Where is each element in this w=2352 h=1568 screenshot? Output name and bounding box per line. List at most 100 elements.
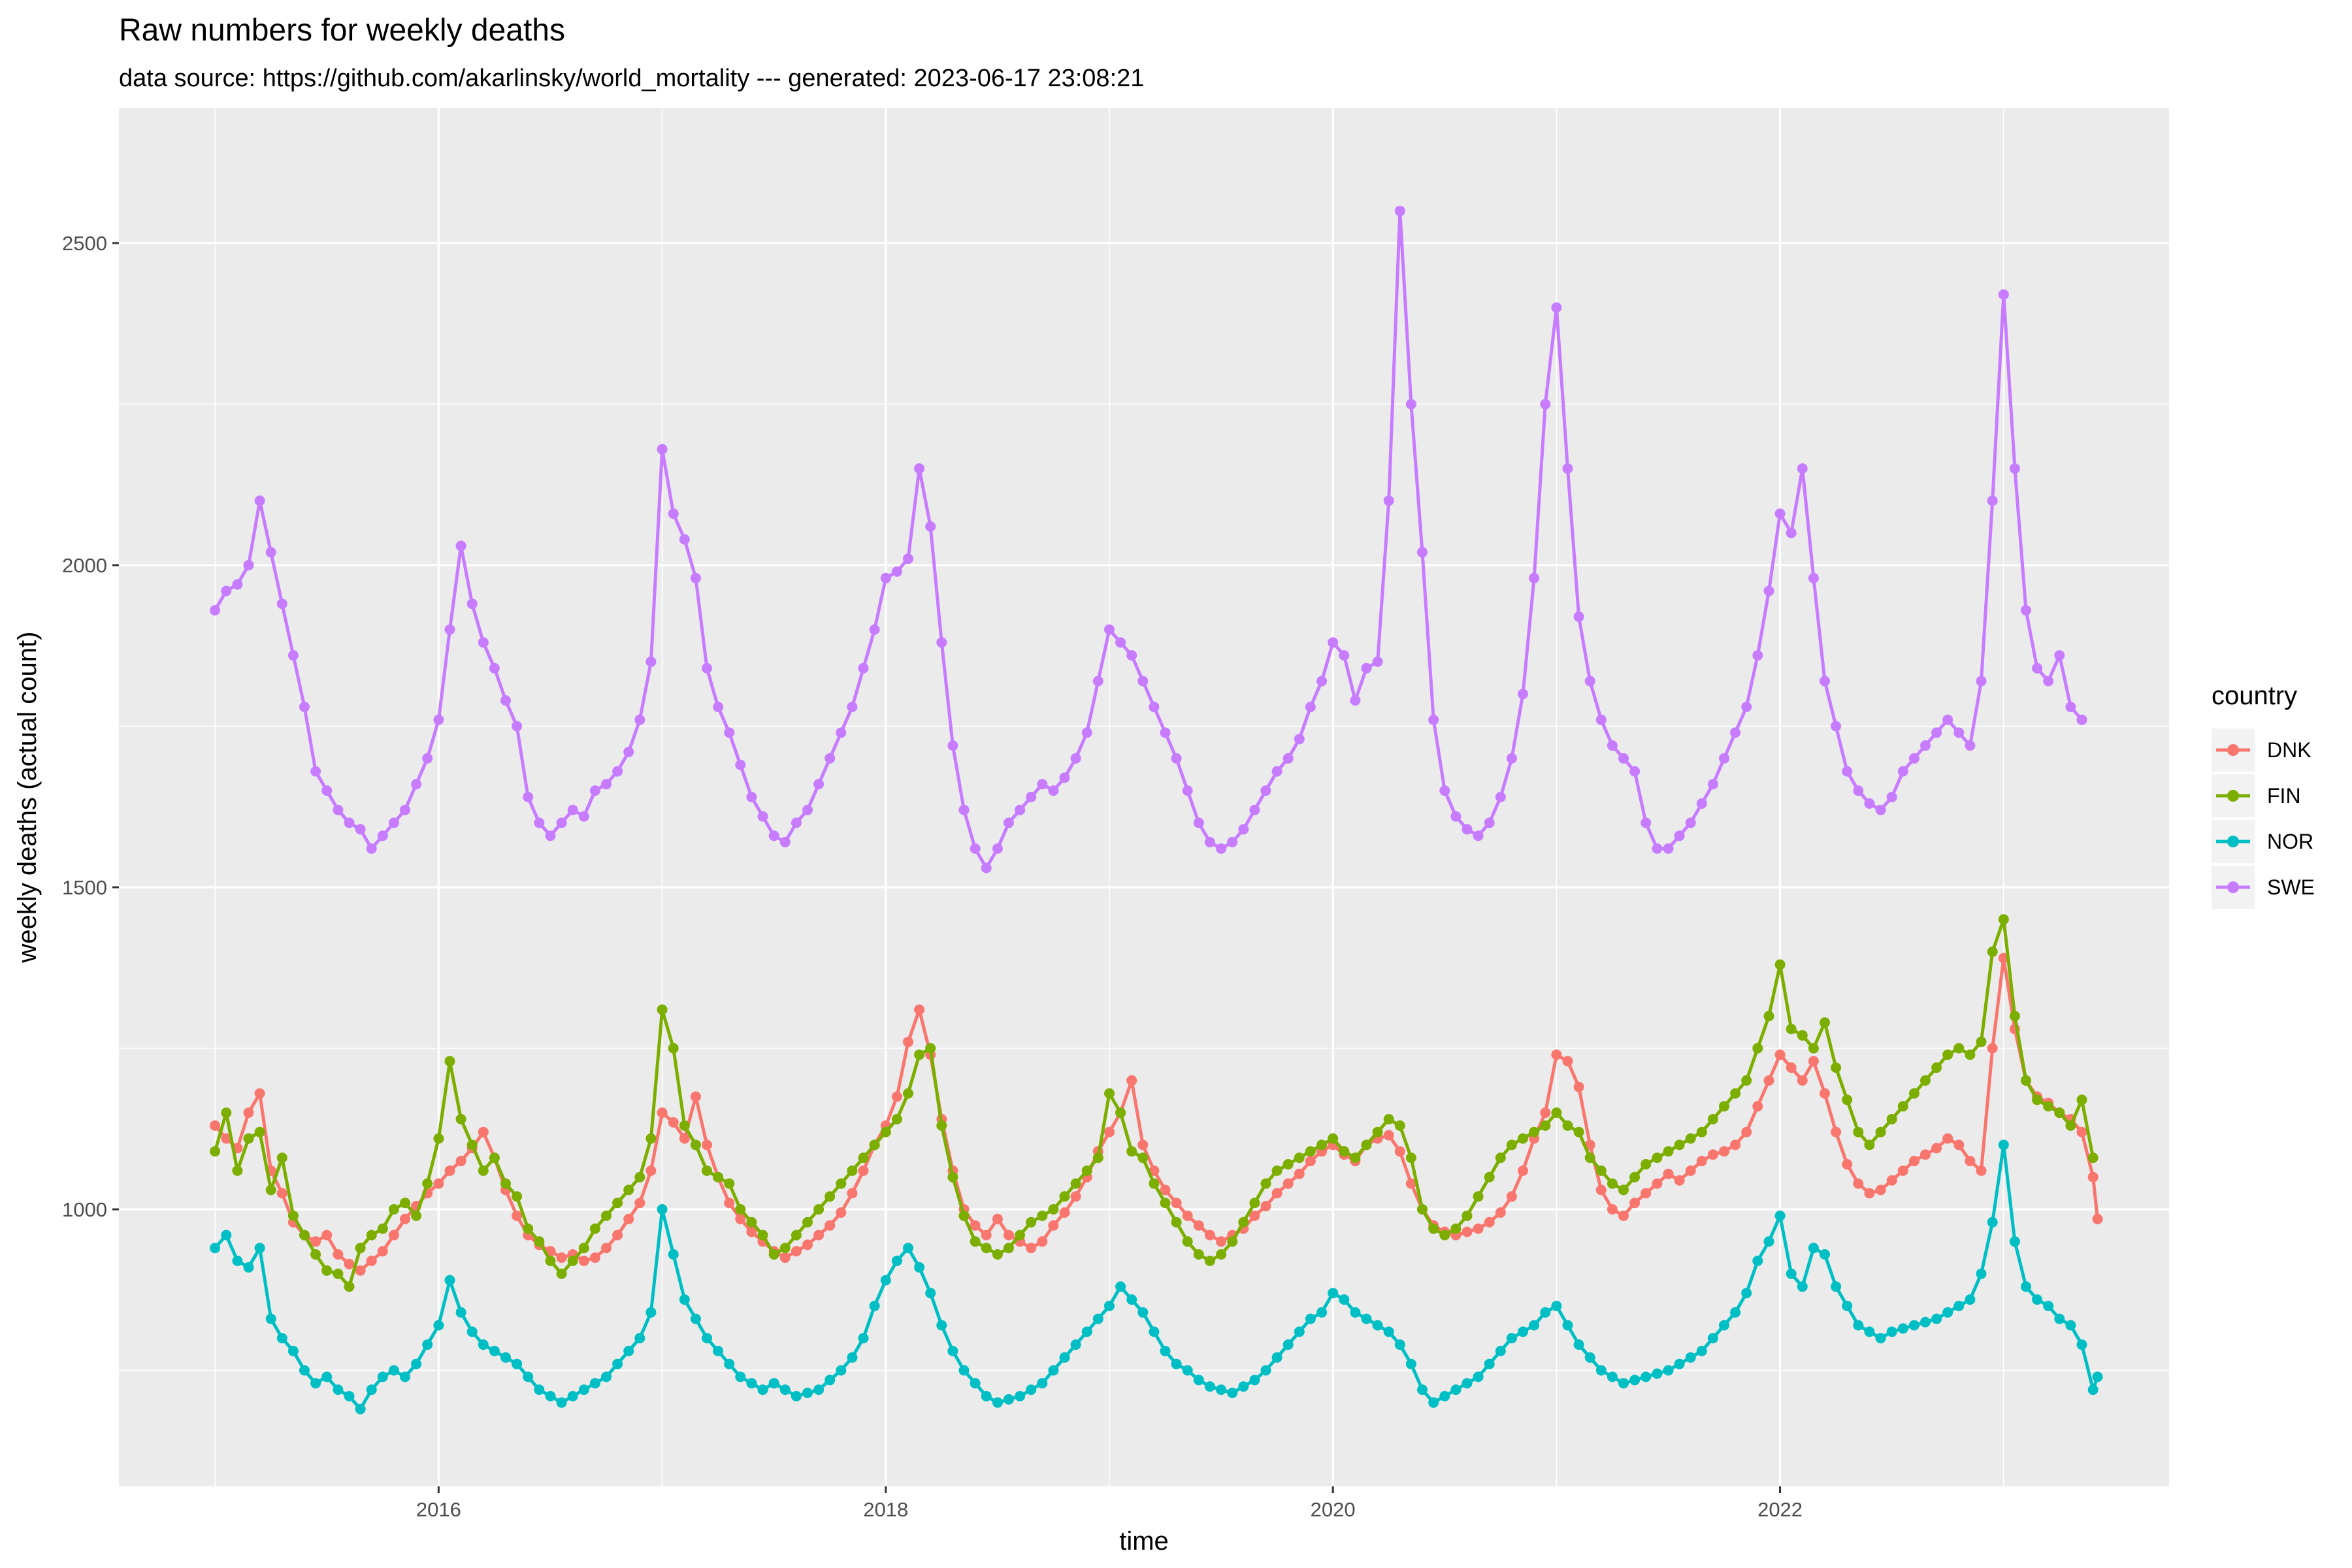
data-point-fin (2032, 1094, 2043, 1105)
data-point-swe (243, 560, 254, 570)
y-tick-label: 2500 (62, 232, 107, 255)
data-point-nor (1663, 1365, 1674, 1376)
data-point-fin (444, 1056, 455, 1067)
data-point-fin (422, 1178, 433, 1189)
data-point-fin (925, 1043, 936, 1054)
data-point-nor (1171, 1358, 1182, 1369)
data-point-fin (1808, 1043, 1819, 1054)
data-point-fin (601, 1210, 612, 1221)
data-point-dnk (1595, 1184, 1607, 1196)
legend-label: NOR (2267, 830, 2313, 853)
data-point-dnk (589, 1252, 600, 1263)
data-point-swe (1405, 399, 1416, 410)
data-point-nor (299, 1365, 310, 1376)
data-point-nor (2076, 1339, 2087, 1350)
data-point-swe (757, 811, 768, 822)
data-point-nor (1797, 1281, 1808, 1292)
data-point-dnk (1405, 1178, 1416, 1189)
data-point-swe (1282, 753, 1294, 764)
data-point-fin (567, 1255, 578, 1266)
data-point-nor (1394, 1339, 1405, 1350)
data-point-fin (1786, 1024, 1797, 1034)
data-point-nor (1719, 1320, 1729, 1331)
data-point-dnk (1104, 1126, 1115, 1137)
data-point-fin (310, 1249, 321, 1260)
data-point-dnk (1137, 1139, 1149, 1151)
data-point-dnk (1641, 1188, 1652, 1199)
data-point-swe (1048, 785, 1059, 796)
data-point-nor (1428, 1397, 1439, 1408)
data-point-nor (970, 1378, 981, 1389)
data-point-fin (1137, 1152, 1149, 1164)
data-point-dnk (1540, 1107, 1551, 1119)
data-point-swe (1462, 824, 1473, 835)
data-point-swe (746, 792, 757, 802)
data-point-swe (534, 817, 545, 828)
data-point-swe (1361, 662, 1372, 674)
data-point-dnk (735, 1213, 746, 1224)
data-point-nor (1238, 1381, 1249, 1392)
data-point-nor (455, 1307, 466, 1318)
legend-label: DNK (2267, 738, 2311, 762)
data-point-dnk (377, 1246, 388, 1257)
data-point-nor (880, 1275, 891, 1286)
data-point-nor (668, 1249, 679, 1260)
data-point-dnk (1774, 1049, 1786, 1060)
legend-key-point (2227, 881, 2239, 893)
data-point-swe (1439, 785, 1450, 796)
data-point-fin (1070, 1178, 1081, 1189)
legend-items: DNK FIN NOR SWE (2212, 728, 2315, 909)
data-point-fin (1931, 1062, 1942, 1073)
data-point-dnk (243, 1107, 254, 1119)
data-point-swe (1204, 837, 1215, 847)
data-point-swe (489, 662, 500, 674)
data-point-swe (992, 843, 1003, 854)
data-point-dnk (970, 1220, 981, 1231)
data-point-fin (232, 1165, 243, 1176)
data-point-swe (925, 521, 936, 532)
data-point-nor (1953, 1300, 1965, 1311)
data-point-nor (1070, 1339, 1081, 1350)
data-point-dnk (1842, 1159, 1853, 1169)
data-point-nor (478, 1339, 489, 1350)
data-point-fin (1059, 1191, 1070, 1202)
data-point-nor (1227, 1388, 1238, 1398)
data-point-swe (1551, 302, 1562, 313)
data-point-swe (1249, 804, 1260, 815)
data-point-dnk (1786, 1062, 1797, 1073)
data-point-fin (1506, 1139, 1517, 1151)
data-point-dnk (1741, 1126, 1752, 1137)
data-point-nor (1439, 1391, 1450, 1401)
data-point-swe (1372, 656, 1383, 667)
data-point-dnk (1216, 1236, 1227, 1247)
x-axis-title: time (1119, 1527, 1169, 1556)
data-point-dnk (1383, 1130, 1394, 1141)
data-point-fin (1260, 1178, 1271, 1189)
data-point-swe (1383, 495, 1394, 506)
data-point-swe (1316, 676, 1328, 687)
data-point-swe (1193, 817, 1204, 828)
data-point-swe (1629, 766, 1641, 777)
data-point-fin (936, 1120, 947, 1131)
data-point-nor (903, 1243, 913, 1254)
data-point-dnk (1864, 1188, 1875, 1199)
data-point-fin (1372, 1126, 1383, 1137)
data-point-swe (1808, 572, 1819, 583)
data-point-fin (534, 1236, 545, 1247)
data-point-nor (321, 1371, 333, 1382)
data-point-dnk (1282, 1178, 1294, 1189)
data-point-nor (1573, 1339, 1584, 1350)
data-point-swe (869, 624, 880, 635)
x-tick-label: 2020 (1311, 1498, 1356, 1521)
data-point-fin (455, 1114, 466, 1124)
data-point-swe (210, 605, 221, 616)
data-point-dnk (512, 1210, 523, 1221)
data-point-nor (1383, 1326, 1394, 1337)
grid-lines (119, 108, 2169, 1486)
data-point-nor (1831, 1281, 1842, 1292)
data-point-nor (1026, 1384, 1037, 1396)
data-point-fin (489, 1152, 500, 1164)
data-point-dnk (1908, 1156, 1919, 1167)
data-point-fin (578, 1243, 589, 1254)
data-point-swe (1350, 695, 1361, 706)
